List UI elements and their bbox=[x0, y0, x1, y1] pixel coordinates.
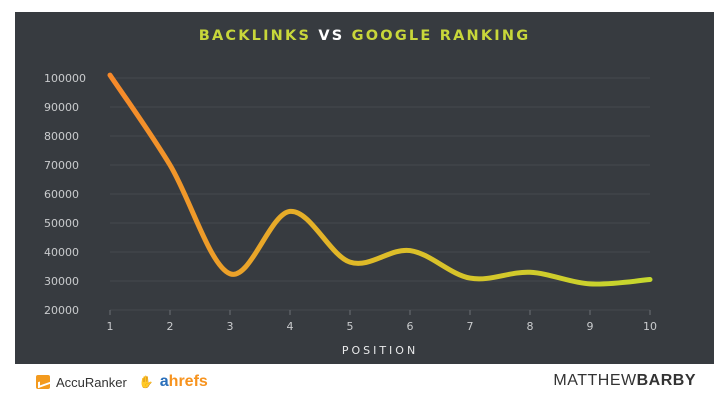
x-axis-label: POSITION bbox=[342, 344, 418, 357]
x-tick-label: 3 bbox=[227, 320, 234, 333]
y-tick-label: 50000 bbox=[44, 217, 79, 230]
x-tick-label: 4 bbox=[287, 320, 294, 333]
ahrefs-hand-icon: ✋ bbox=[138, 375, 154, 389]
author-last: BARBY bbox=[636, 372, 696, 389]
y-tick-label: 40000 bbox=[44, 246, 79, 259]
author-first: MATTHEW bbox=[553, 372, 637, 389]
x-tick-label: 2 bbox=[167, 320, 174, 333]
series-line bbox=[107, 72, 653, 287]
chart-title: BACKLINKS VS GOOGLE RANKING bbox=[15, 28, 714, 44]
footer: AccuRanker ✋ ahrefs MATTHEWBARBY bbox=[0, 364, 728, 410]
y-tick-label: 70000 bbox=[44, 159, 79, 172]
x-tick-label: 1 bbox=[107, 320, 114, 333]
y-tick-label: 20000 bbox=[44, 304, 79, 317]
line-chart: 20000 30000 40000 50000 60000 70000 80000 90000… bbox=[44, 72, 657, 357]
y-tick-label: 60000 bbox=[44, 188, 79, 201]
ahrefs-logo-rest: hrefs bbox=[168, 373, 208, 390]
x-tick-label: 8 bbox=[527, 320, 534, 333]
ahrefs-logo-a: a bbox=[159, 373, 169, 390]
title-part-vs: VS bbox=[318, 28, 345, 44]
chart-panel: BACKLINKS VS GOOGLE RANKING 20000 30000 40… bbox=[15, 12, 714, 364]
title-part-backlinks: BACKLINKS bbox=[198, 28, 312, 44]
y-tick-label: 100000 bbox=[44, 72, 86, 85]
ahrefs-logo: ahrefs bbox=[160, 373, 208, 391]
y-tick-label: 30000 bbox=[44, 275, 79, 288]
title-part-google-ranking: GOOGLE RANKING bbox=[351, 28, 531, 44]
author-logo: MATTHEWBARBY bbox=[553, 372, 696, 390]
x-tick-label: 10 bbox=[643, 320, 657, 333]
sponsor-logos: AccuRanker ✋ ahrefs bbox=[36, 373, 208, 391]
x-tick-label: 6 bbox=[407, 320, 414, 333]
x-tick-label: 7 bbox=[467, 320, 474, 333]
accuranker-label: AccuRanker bbox=[56, 374, 127, 390]
accuranker-logo-icon bbox=[36, 375, 50, 389]
x-tick-label: 9 bbox=[587, 320, 594, 333]
x-tick-label: 5 bbox=[347, 320, 354, 333]
y-tick-label: 80000 bbox=[44, 130, 79, 143]
y-tick-label: 90000 bbox=[44, 101, 79, 114]
